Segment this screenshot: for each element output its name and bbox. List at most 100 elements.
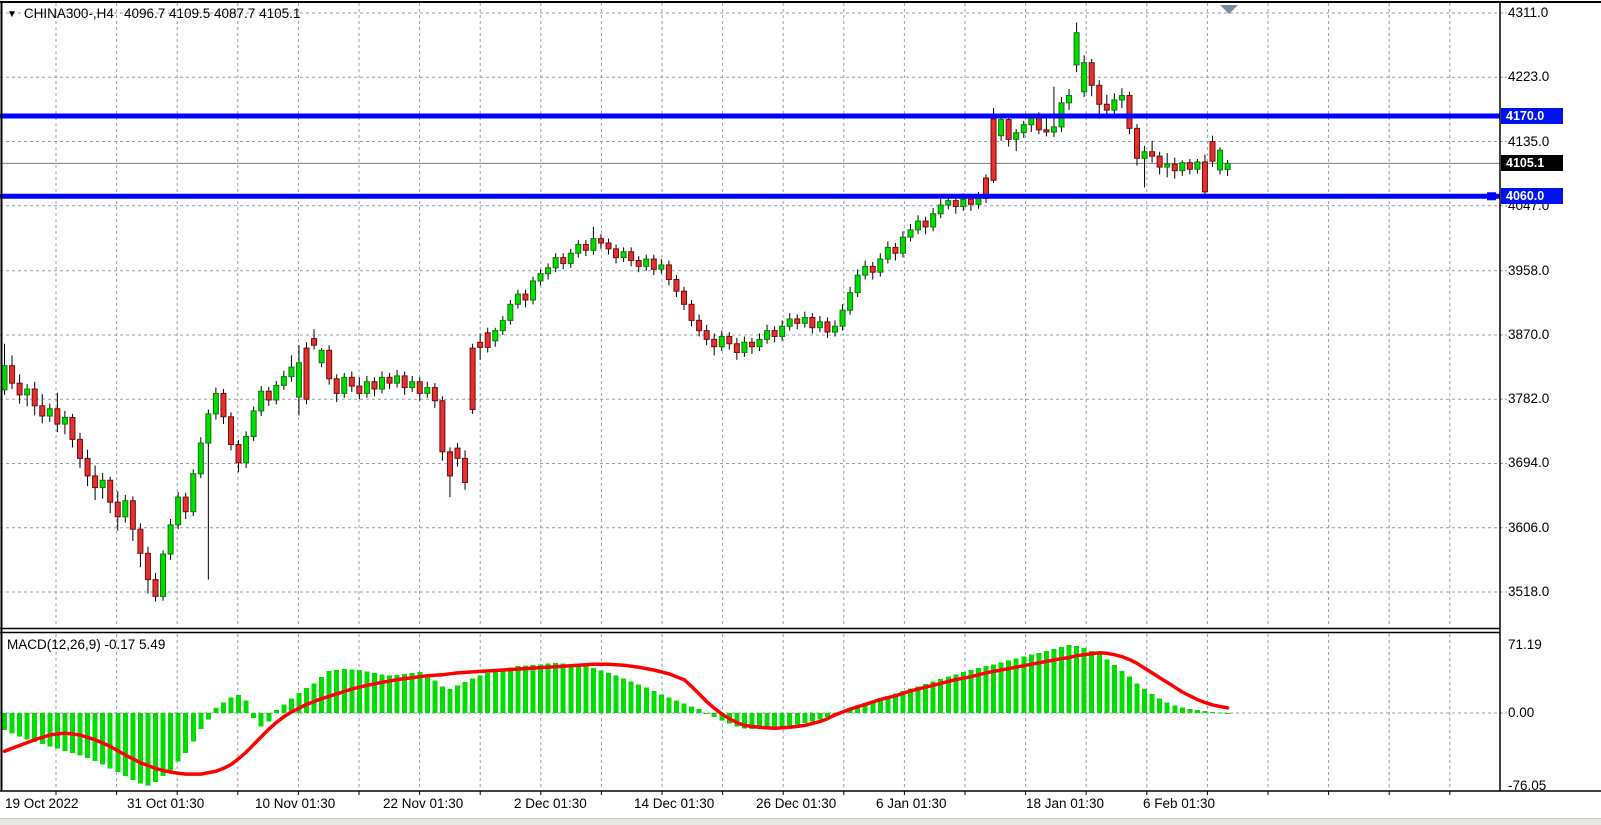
candle [1164,153,1171,178]
macd-histogram-bar [1194,710,1200,713]
candle [160,550,167,601]
candle [1217,147,1224,175]
macd-histogram-bar [145,713,151,786]
candle [1186,159,1193,175]
candle [129,496,136,541]
candle [1081,55,1088,97]
candle [590,226,597,255]
candle [250,406,257,441]
macd-histogram-bar [168,713,174,771]
candle [809,313,816,334]
macd-histogram-bar [583,666,589,713]
candle [1088,58,1095,97]
macd-histogram-bar [764,713,770,729]
candle [311,329,318,350]
macd-histogram-bar [379,674,385,713]
candle [69,413,76,448]
candle [363,375,370,398]
macd-histogram-bar [1066,645,1072,713]
candle [167,518,174,560]
time-axis-label: 19 Oct 2022 [5,796,79,811]
candle [779,320,786,341]
candle [477,333,484,360]
candle [696,314,703,337]
candle [1171,157,1178,179]
macd-histogram-bar [900,691,906,713]
candle [711,333,718,356]
candle [31,381,38,416]
macd-histogram-bar [621,678,627,713]
macd-histogram-bar [522,665,528,713]
macd-histogram-bar [666,697,672,713]
macd-histogram-bar [915,686,921,713]
candle [635,256,642,273]
macd-histogram-bar [651,691,657,713]
macd-histogram-bar [500,669,506,713]
macd-histogram-bar [1021,656,1027,713]
candle [839,304,846,331]
candle [952,196,959,214]
candle [1111,93,1118,117]
candle [1020,121,1027,138]
candle [303,342,310,405]
candle [688,299,695,327]
candle [1013,129,1020,151]
macd-histogram-bar [991,664,997,713]
macd-histogram-bar [711,713,717,717]
candle [575,240,582,258]
macd-histogram-bar [877,698,883,713]
candle [1,343,8,395]
price-tick-label: 3606.0 [1508,519,1550,535]
macd-histogram-bar [568,664,574,713]
macd-histogram-bar [719,713,725,721]
macd-histogram-bar [945,676,951,713]
macd-histogram-bar [983,666,989,713]
candle [1005,114,1012,147]
macd-histogram-bar [387,675,393,713]
candle [824,317,831,338]
macd-histogram-bar [787,713,793,726]
macd-histogram-bar [1157,698,1163,713]
macd-histogram-bar [681,703,687,713]
bottom-strip [0,818,1601,825]
macd-histogram-bar [311,683,317,713]
macd-indicator-label: MACD(12,26,9) -0.17 5.49 [7,637,166,652]
price-tick-label: 3958.0 [1508,262,1550,278]
price-tick-label: 3518.0 [1508,584,1550,599]
candle [326,345,333,385]
time-axis-label: 18 Jan 01:30 [1026,796,1105,811]
macd-histogram-bar [855,705,861,713]
current-price-tag: 4105.1 [1501,155,1563,172]
candle [1209,135,1216,168]
candle [1118,88,1125,108]
candle [748,337,755,354]
candle [107,476,114,514]
macd-histogram-bar [930,681,936,713]
macd-histogram-bar [236,694,242,713]
candle [756,333,763,352]
candle [681,286,687,311]
candle [930,207,937,232]
candle [1073,22,1080,73]
macd-histogram-bar [598,670,604,713]
candle [348,371,355,392]
macd-histogram-bar [1051,649,1057,713]
macd-histogram-bar [32,713,38,742]
macd-histogram-bar [613,675,619,713]
macd-histogram-bar [205,713,211,720]
candle [816,316,823,333]
candle [628,247,635,267]
candle [764,324,771,344]
candle [620,247,627,262]
candle [854,269,861,298]
macd-histogram-bar [39,713,45,745]
candle [243,431,250,468]
macd-histogram-bar [794,713,800,725]
candle [718,330,725,352]
candle [786,313,793,331]
macd-histogram-bar [9,713,15,734]
chart-shift-marker-icon [1220,5,1238,14]
price-tick-label: 4311.0 [1508,5,1549,20]
time-axis-label: 14 Dec 01:30 [634,796,715,811]
macd-histogram-bar [477,675,483,713]
